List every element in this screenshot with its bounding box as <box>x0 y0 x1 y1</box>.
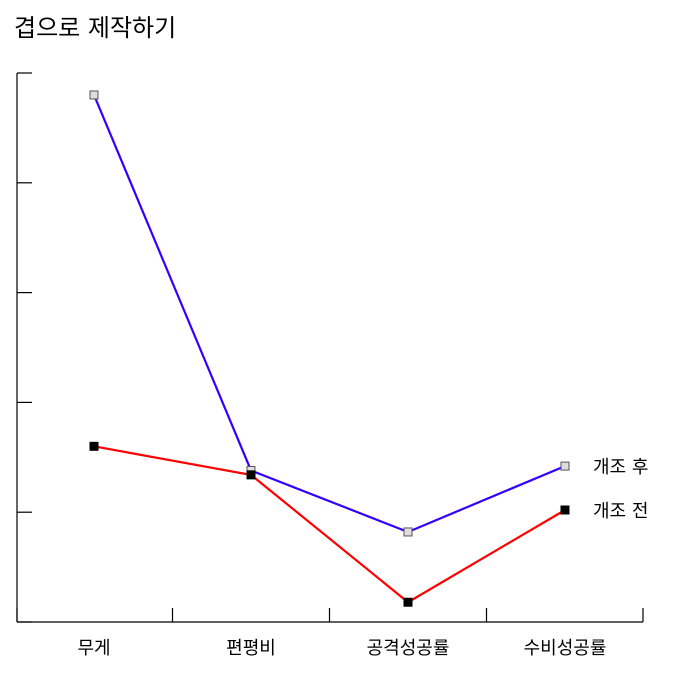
x-tick-label-2: 공격성공률 <box>367 638 450 659</box>
x-tick-label-3: 수비성공률 <box>524 638 607 659</box>
series-0-point-0 <box>89 90 99 100</box>
series-1-point-3 <box>560 505 570 515</box>
labels: 무게 편평비 공격성공률 수비성공률 개조 후개조 전 <box>77 457 648 659</box>
x-tick-label-0: 무게 <box>77 638 110 659</box>
series-lines <box>92 94 566 604</box>
series-line-1 <box>93 445 566 604</box>
series-0-point-2 <box>403 527 413 537</box>
series-markers <box>89 90 570 607</box>
series-label-1: 개조 전 <box>593 501 648 522</box>
series-line-0 <box>92 94 566 534</box>
series-label-0: 개조 후 <box>593 457 648 478</box>
series-1-point-2 <box>403 597 413 607</box>
series-1-point-1 <box>246 470 256 480</box>
series-1-point-0 <box>89 441 99 451</box>
axes <box>16 72 644 623</box>
x-tick-label-1: 편평비 <box>226 638 276 659</box>
chart-title: 겹으로 제작하기 <box>14 14 177 42</box>
series-0-point-3 <box>560 461 570 471</box>
